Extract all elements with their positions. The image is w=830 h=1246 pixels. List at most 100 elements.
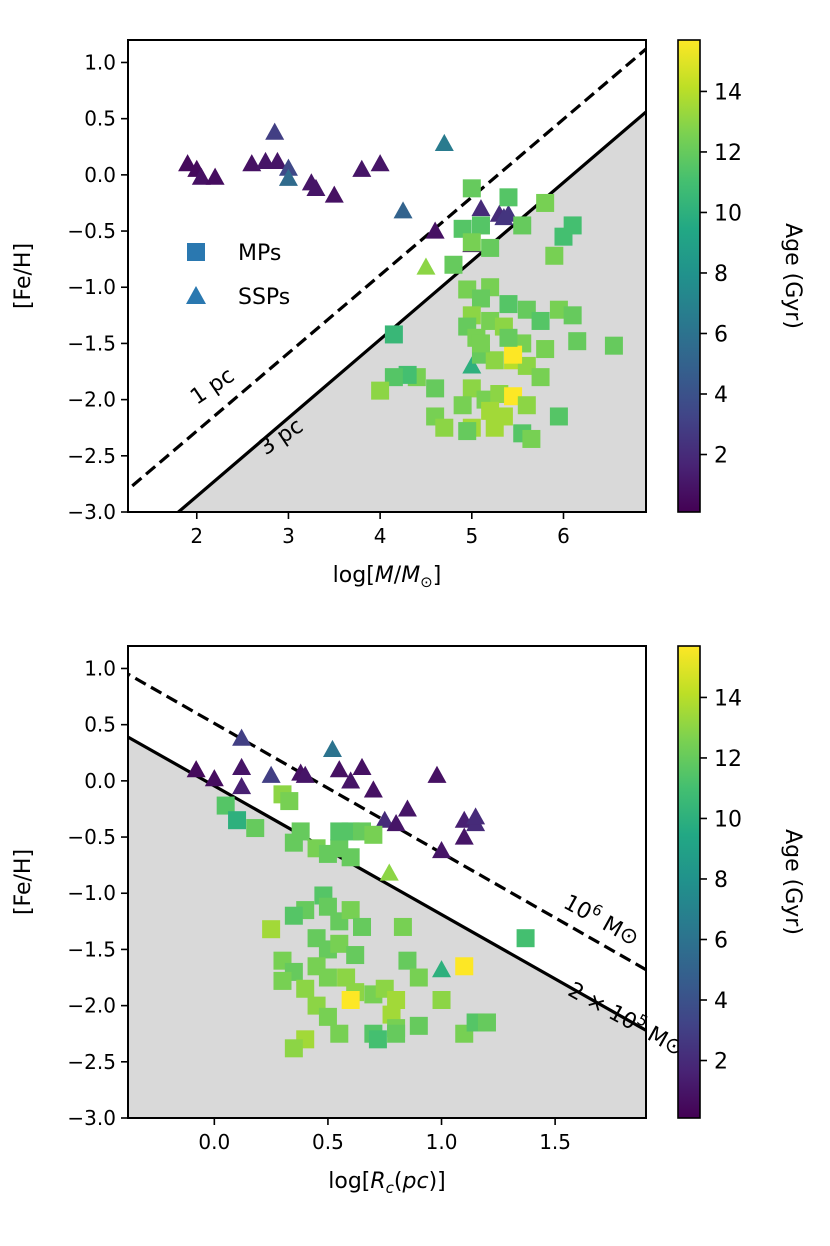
plot-area (128, 646, 646, 1118)
ssp-triangle-marker (375, 810, 395, 828)
y-tick-label: −1.5 (67, 331, 116, 355)
colorbar-tick-label: 4 (714, 383, 728, 408)
mp-square-marker (364, 825, 383, 844)
ssp-triangle-marker (416, 257, 436, 275)
mp-square-marker (458, 422, 477, 441)
mp-square-marker (462, 233, 481, 252)
mp-square-marker (387, 991, 406, 1009)
axes-frame (127, 39, 647, 513)
ssp-triangle-marker (432, 960, 452, 978)
y-tick-label: 0.0 (84, 769, 116, 793)
mp-square-marker (216, 796, 235, 815)
mp-square-marker (262, 920, 281, 939)
chart-panel-bottom: 106 M⊙2 × 105 M⊙0.0 0.5 1.0 1.51.00.50.0−0.… (11, 645, 805, 1197)
ssp-triangle-marker (306, 178, 326, 196)
ssp-triangle-marker (363, 780, 383, 798)
mp-square-marker (353, 917, 372, 936)
axes-frame (127, 645, 647, 1119)
mp-square-marker (513, 216, 532, 235)
x-tick-label: 6 (557, 524, 570, 548)
ssp-triangle-marker (471, 199, 491, 217)
mp-square-marker (284, 1039, 303, 1058)
mp-square-marker (531, 368, 550, 387)
mp-square-marker (318, 1007, 337, 1026)
mp-square-marker (284, 906, 303, 925)
colorbar-gradient (677, 645, 701, 1119)
x-tick-label: 1.5 (539, 1130, 571, 1154)
mp-square-marker (330, 934, 349, 953)
ssp-triangle-marker (278, 158, 298, 176)
mp-square-marker (426, 379, 445, 398)
mp-square-marker (536, 340, 555, 359)
mp-square-marker (444, 255, 463, 274)
mp-square-marker (481, 311, 500, 330)
mp-square-marker (318, 968, 337, 987)
y-tick-label: −2.5 (67, 1050, 116, 1074)
ssp-triangle-marker (322, 739, 342, 757)
mp-square-marker (481, 238, 500, 257)
mp-square-marker (471, 334, 490, 353)
mp-square-marker (387, 1024, 406, 1043)
mp-square-marker (499, 188, 518, 207)
ssp-triangle-marker (256, 151, 276, 169)
ssp-triangle-marker (379, 863, 399, 881)
mp-square-marker (481, 401, 500, 420)
mp-square-marker (490, 385, 509, 403)
y-tick-label: 1.0 (84, 656, 116, 680)
ssp-triangle-marker (454, 827, 474, 845)
colorbar-tick-label: 4 (714, 989, 728, 1014)
mp-square-marker (549, 300, 568, 319)
ssp-triangle-marker (265, 122, 285, 140)
mp-square-marker (522, 429, 541, 448)
mp-square-marker (409, 1016, 428, 1035)
reference-line-solid (128, 735, 646, 1033)
mp-square-marker (435, 418, 454, 437)
mp-square-marker (504, 387, 523, 406)
y-tick-label: 0.0 (84, 163, 116, 187)
plot-area (128, 40, 646, 512)
ssp-triangle-marker (352, 159, 372, 177)
mp-square-marker (499, 295, 518, 314)
ssp-triangle-marker (232, 776, 252, 795)
ssp-triangle-marker (434, 133, 454, 151)
x-tick-label: 2 (190, 524, 203, 548)
x-axis-label: log[Rc(pc)] (328, 1169, 446, 1197)
mp-square-marker (549, 407, 568, 426)
y-tick-label: 1.0 (84, 50, 116, 74)
mp-square-marker (371, 381, 390, 400)
y-axis-label: [Fe/H] (11, 849, 36, 915)
legend-label: MPs (238, 241, 281, 266)
colorbar-tick-label: 2 (714, 444, 728, 469)
ssp-triangle-marker (386, 814, 406, 832)
ssp-triangle-marker (205, 167, 225, 185)
mp-square-marker (393, 917, 412, 936)
mp-square-marker (517, 396, 536, 415)
y-tick-label: −3.0 (67, 1106, 116, 1130)
mp-square-marker (318, 897, 337, 916)
colorbar-tick-label: 10 (714, 807, 742, 832)
mp-square-marker (471, 289, 490, 308)
mp-square-marker (337, 968, 356, 987)
ssp-triangle-marker (232, 728, 252, 746)
y-tick-label: −3.0 (67, 500, 116, 524)
mp-square-marker (517, 300, 536, 319)
ssp-triangle-marker (295, 765, 315, 783)
colorbar-tick-label: 14 (714, 686, 742, 711)
x-tick-label: 0.5 (312, 1130, 344, 1154)
reference-line-dashed (128, 46, 646, 492)
mp-square-marker (455, 957, 474, 976)
ssp-triangle-marker (498, 204, 518, 222)
ssp-triangle-marker (186, 760, 206, 778)
y-tick-label: −2.0 (67, 994, 116, 1018)
mp-square-marker (246, 819, 265, 838)
chart-panel-top: 1 pc3 pc2 3 4 5 61.00.50.0−0.5−1.0−1.5−2.0−2… (11, 39, 805, 591)
mp-square-marker (477, 1013, 496, 1032)
colorbar: 2 4 6 8 10 12 14 Age (Gyr) (677, 39, 805, 513)
y-tick-label: −0.5 (67, 219, 116, 243)
colorbar-label: Age (Gyr) (780, 223, 805, 329)
y-tick-label: −2.0 (67, 388, 116, 412)
legend-triangle-marker (186, 286, 206, 304)
y-tick-label: −1.0 (67, 881, 116, 905)
legend-label: SSPs (238, 285, 290, 310)
